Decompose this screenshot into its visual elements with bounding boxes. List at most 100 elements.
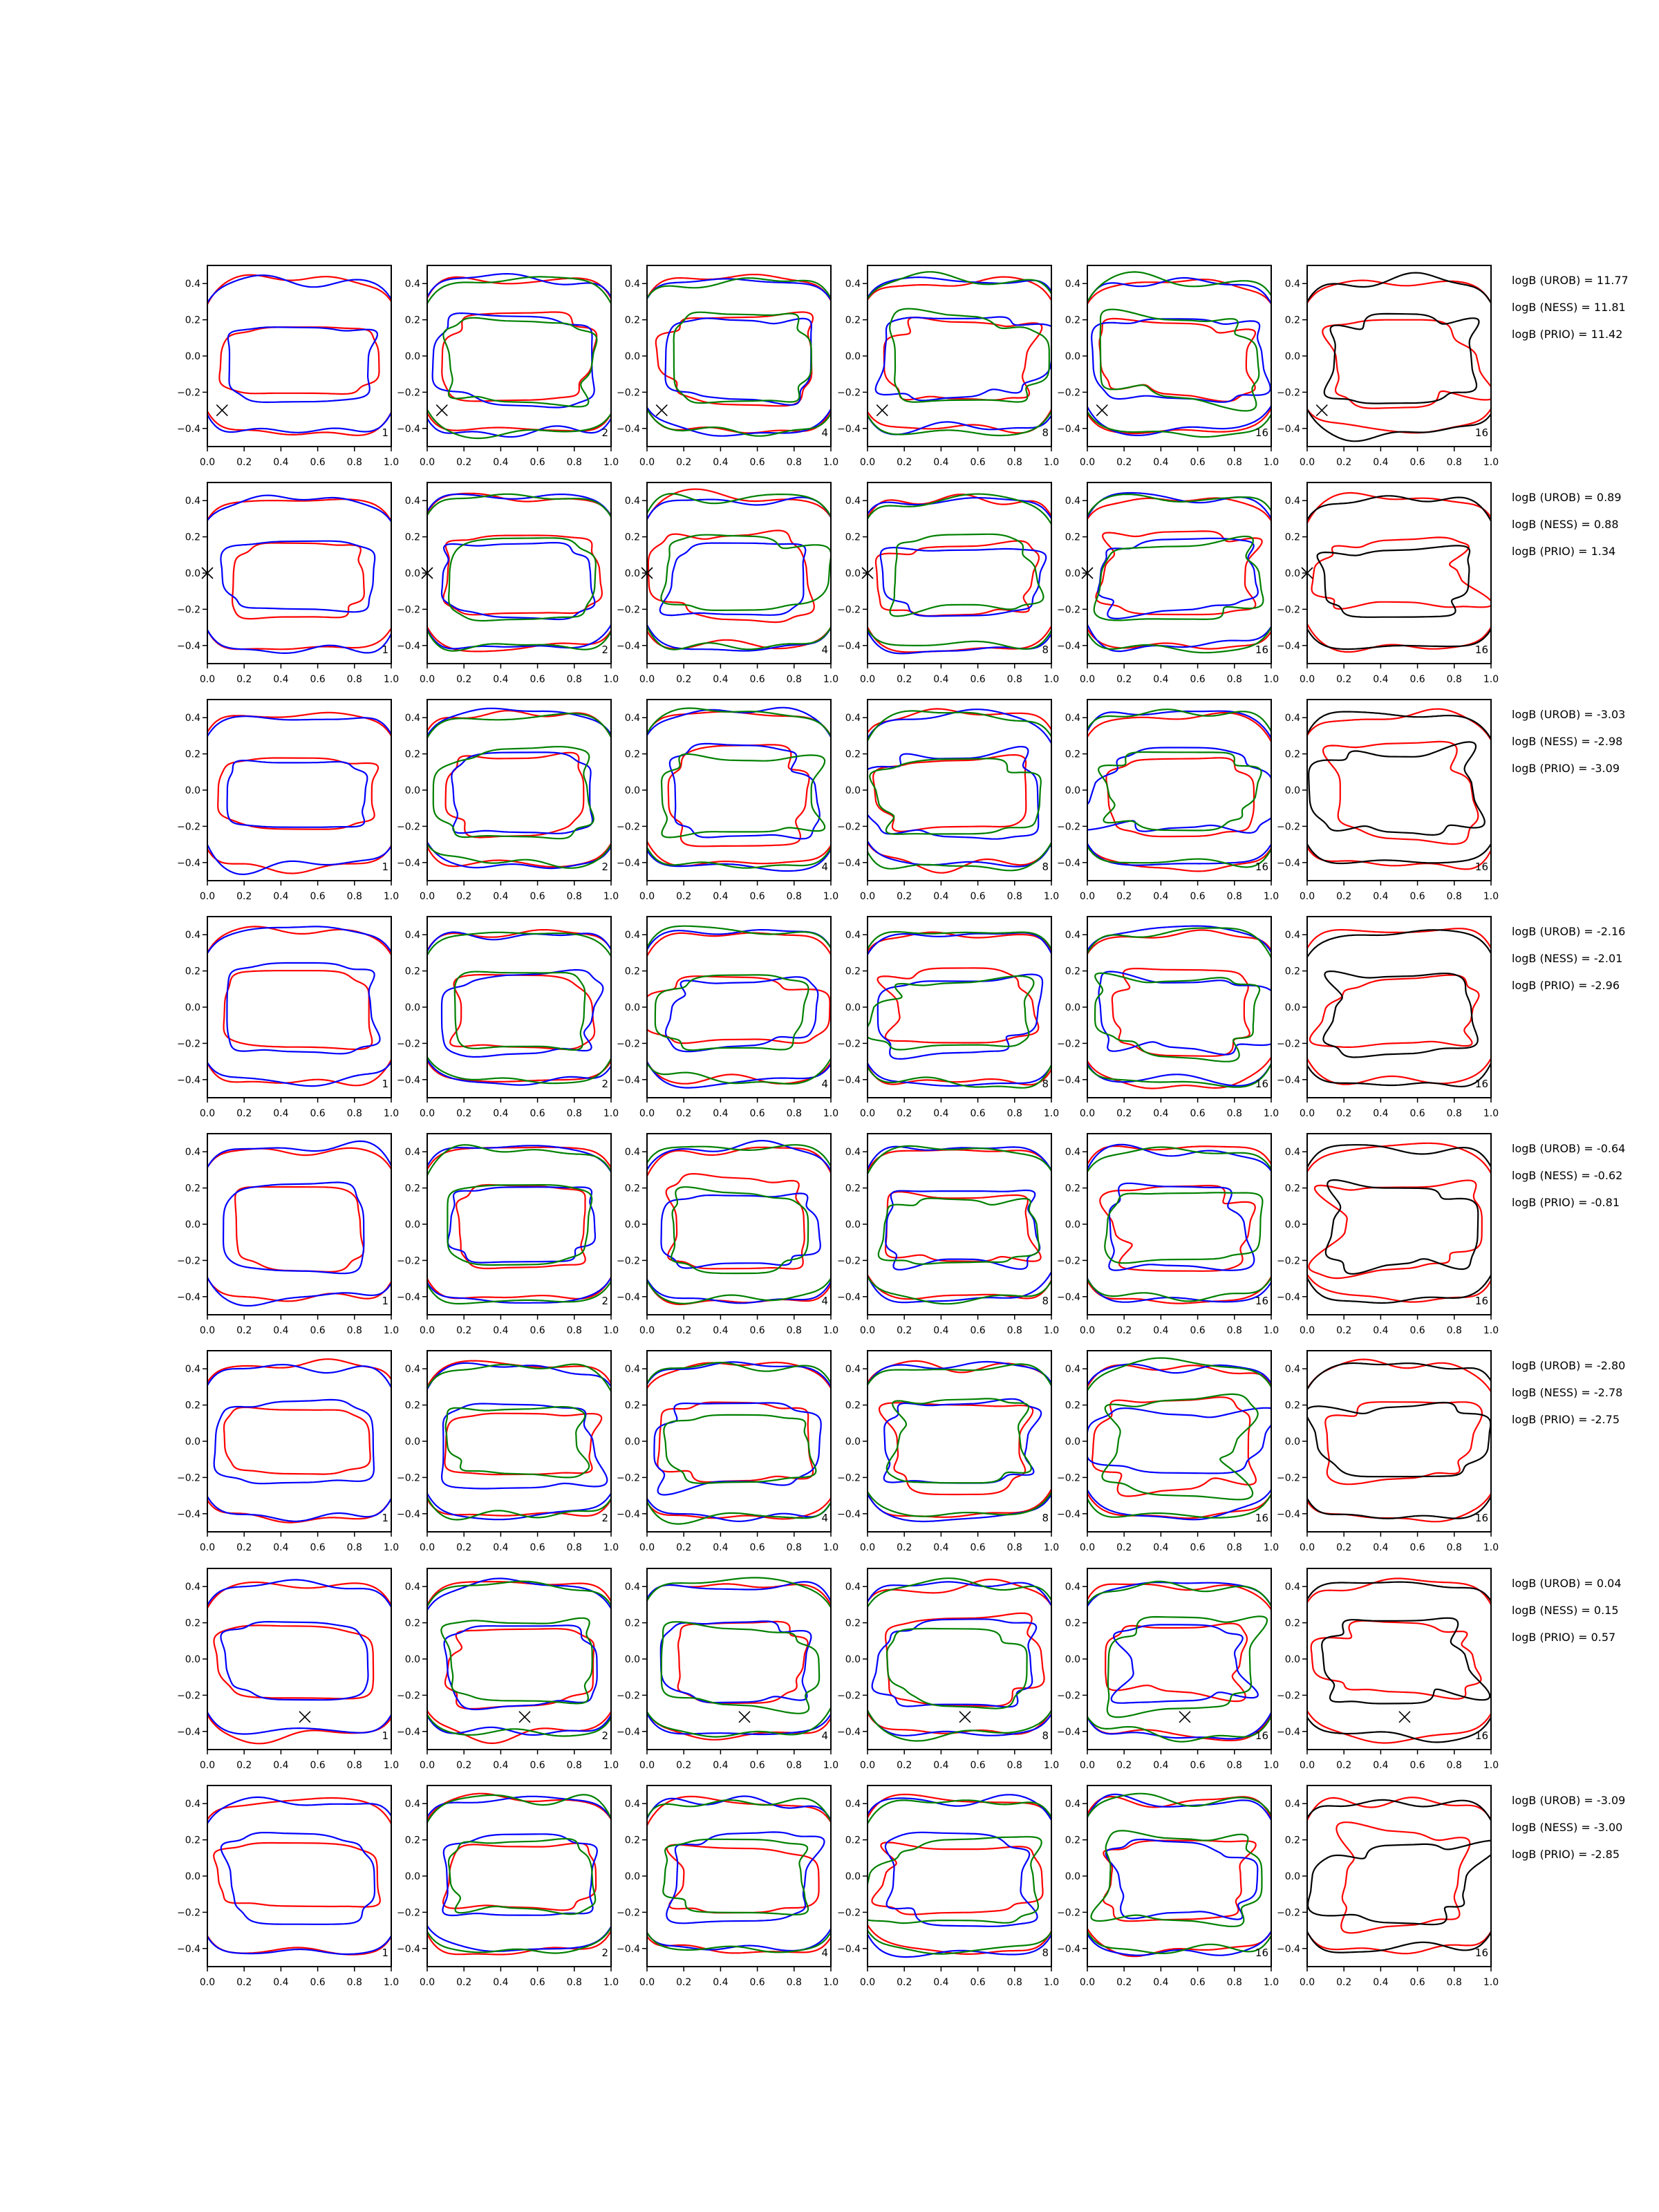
curves xyxy=(427,1792,611,1956)
series-blue-outer-contour xyxy=(1087,1363,1271,1387)
curves xyxy=(1087,925,1271,1089)
plot-area: 0.0 0.2 0.4 0.6 0.8 1.0 0.4 0.2 0.0 −0.2 −0.4 16 xyxy=(1277,916,1499,1119)
y-tick-label: 0.4 xyxy=(405,1364,420,1375)
x-tick-label: 1.0 xyxy=(384,1108,399,1119)
curves xyxy=(207,274,391,436)
x-tick-label: 1.0 xyxy=(1483,1977,1499,1988)
y-tick-label: −0.2 xyxy=(177,604,200,615)
logb-label: logB (UROB) = 11.77 xyxy=(1512,274,1629,287)
plot-area: 0.0 0.2 0.4 0.6 0.8 1.0 0.4 0.2 0.0 −0.2 −0.4 16 xyxy=(1277,482,1499,685)
x-tick-label: 0.2 xyxy=(1116,1977,1132,1988)
x-tick-label: 0.4 xyxy=(493,1108,508,1119)
curves xyxy=(868,708,1051,874)
series-blue-inner-contour xyxy=(223,1181,365,1275)
y-tick-label: 0.0 xyxy=(405,1654,420,1665)
series-blue-outer-contour xyxy=(427,493,611,518)
x-tick-label: 0.6 xyxy=(1190,1325,1205,1336)
x-marker xyxy=(1096,404,1108,417)
curves xyxy=(207,1358,391,1524)
y-tick-label: −0.2 xyxy=(1277,821,1300,832)
y-tick-label: 0.2 xyxy=(625,532,640,543)
plot-area: 0.0 0.2 0.4 0.6 0.8 1.0 0.4 0.2 0.0 −0.2 −0.4 4 xyxy=(617,265,838,468)
series-red-inner-contour xyxy=(874,540,1040,617)
series-green-outer-contour xyxy=(1087,493,1271,518)
axes-frame xyxy=(1087,1785,1272,1967)
x-tick-label: 0.8 xyxy=(347,891,362,902)
subplot-r8-c5: 0.0 0.2 0.4 0.6 0.8 1.0 0.4 0.2 0.0 −0.2 −0.4 16 xyxy=(1057,1785,1279,1988)
x-tick-label: 0.4 xyxy=(1373,674,1388,685)
x-tick-label: 0.6 xyxy=(970,457,985,468)
y-tick-label: −0.4 xyxy=(1057,1075,1080,1086)
x-tick-label: 0.8 xyxy=(787,891,802,902)
series-blue-outer-contour xyxy=(427,931,611,953)
logb-annotation: logB (UROB) = -3.03 logB (NESS) = -2.98 lo… xyxy=(1512,701,1625,782)
x-tick-label: 0.0 xyxy=(420,1325,435,1336)
y-tick-label: 0.0 xyxy=(1285,568,1300,579)
axes-frame xyxy=(1087,265,1272,447)
y-tick-label: 0.4 xyxy=(405,496,420,507)
x-tick-label: 0.2 xyxy=(1116,1108,1132,1119)
y-tick-label: −0.4 xyxy=(1277,1509,1300,1520)
y-tick-label: −0.2 xyxy=(1057,1690,1080,1701)
y-tick-label: −0.2 xyxy=(1277,1907,1300,1918)
y-tick-label: −0.4 xyxy=(1277,1075,1300,1086)
axes-frame xyxy=(646,1350,832,1533)
series-green-inner-contour xyxy=(654,974,809,1051)
series-green-outer-contour xyxy=(1087,410,1271,438)
y-tick-label: 0.0 xyxy=(405,1436,420,1447)
series-green-outer-contour xyxy=(868,1275,1051,1305)
series-green-outer-contour xyxy=(647,1797,831,1824)
series-red-outer-contour xyxy=(1087,1492,1271,1519)
series-blue-outer-contour xyxy=(647,1277,831,1304)
y-tick-label: −0.4 xyxy=(1057,641,1080,652)
y-tick-label: −0.2 xyxy=(397,1690,420,1701)
y-tick-label: −0.2 xyxy=(177,1255,200,1266)
panel-number-label: 16 xyxy=(1475,1947,1488,1959)
x-tick-label: 0.8 xyxy=(567,891,582,902)
x-tick-label: 1.0 xyxy=(1483,457,1499,468)
x-tick-label: 0.2 xyxy=(236,891,252,902)
series-red-outer-contour xyxy=(1307,1358,1491,1394)
x-tick-label: 0.2 xyxy=(1336,1760,1351,1771)
x-tick-label: 0.8 xyxy=(567,1542,582,1553)
logb-annotation: logB (UROB) = 0.89 logB (NESS) = 0.88 logB… xyxy=(1512,484,1622,565)
y-tick-label: 0.0 xyxy=(845,1871,861,1882)
y-tick-label: 0.0 xyxy=(1065,785,1080,796)
x-tick-label: 0.6 xyxy=(529,1325,545,1336)
panel-number-label: 4 xyxy=(821,644,828,656)
series-red-outer-contour xyxy=(207,1497,391,1524)
y-tick-label: −0.4 xyxy=(1277,858,1300,869)
x-tick-label: 1.0 xyxy=(384,891,399,902)
curves xyxy=(207,926,391,1087)
subplot-r1-c2: 0.0 0.2 0.4 0.6 0.8 1.0 0.4 0.2 0.0 −0.2 −0.4 2 xyxy=(397,265,619,468)
series-green-outer-contour xyxy=(868,628,1051,650)
series-green-outer-contour xyxy=(1087,927,1271,960)
subplot-r5-c4: 0.0 0.2 0.4 0.6 0.8 1.0 0.4 0.2 0.0 −0.2 −0.4 8 xyxy=(837,1133,1059,1336)
series-red-outer-contour xyxy=(207,274,391,306)
x-tick-label: 0.8 xyxy=(1227,1542,1242,1553)
series-black-outer-contour xyxy=(1307,407,1491,442)
series-green-inner-contour xyxy=(442,317,598,408)
subplot-r5-c6: 0.0 0.2 0.4 0.6 0.8 1.0 0.4 0.2 0.0 −0.2 −0.4 16 xyxy=(1277,1133,1499,1336)
plot-area: 0.0 0.2 0.4 0.6 0.8 1.0 0.4 0.2 0.0 −0.2 −0.4 2 xyxy=(397,265,619,468)
subplot-r1-c5: 0.0 0.2 0.4 0.6 0.8 1.0 0.4 0.2 0.0 −0.2 −0.4 16 xyxy=(1057,265,1279,468)
curves xyxy=(868,930,1051,1089)
curves xyxy=(1087,1357,1271,1521)
series-red-outer-contour xyxy=(647,711,831,738)
y-tick-label: 0.2 xyxy=(405,966,420,977)
series-red-inner-contour xyxy=(1091,1396,1257,1497)
series-blue-inner-contour xyxy=(220,1832,376,1925)
x-tick-label: 1.0 xyxy=(1044,891,1059,902)
series-black-outer-contour xyxy=(1307,1581,1491,1603)
y-tick-label: −0.4 xyxy=(837,641,861,652)
x-tick-label: 0.4 xyxy=(1373,891,1388,902)
panel-number-label: 8 xyxy=(1042,1947,1049,1959)
logb-label: logB (PRIO) = 1.34 xyxy=(1512,545,1616,558)
series-green-outer-contour xyxy=(1087,1146,1271,1174)
plot-area: 0.0 0.2 0.4 0.6 0.8 1.0 0.4 0.2 0.0 −0.2 −0.4 4 xyxy=(617,482,838,685)
curves xyxy=(207,1796,391,1956)
subplot-r1-c4: 0.0 0.2 0.4 0.6 0.8 1.0 0.4 0.2 0.0 −0.2 −0.4 8 xyxy=(837,265,1059,468)
series-red-outer-contour xyxy=(1307,1577,1491,1606)
x-tick-label: 0.0 xyxy=(1080,1760,1095,1771)
x-tick-label: 0.8 xyxy=(1447,1108,1462,1119)
